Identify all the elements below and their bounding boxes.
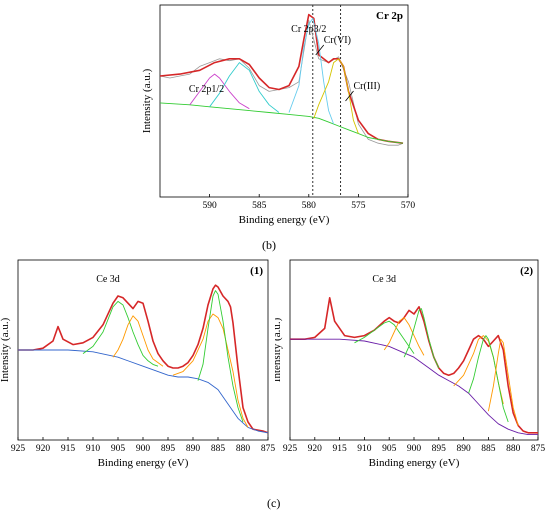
plot-frame bbox=[159, 4, 409, 198]
x-tick-label: 895 bbox=[161, 444, 176, 454]
annotation-label: Cr 2p1/2 bbox=[189, 84, 224, 95]
x-tick-label: 925 bbox=[283, 444, 298, 454]
series-line-6 bbox=[313, 58, 359, 134]
series-line-3 bbox=[112, 315, 164, 367]
x-tick-label: 920 bbox=[36, 444, 51, 454]
x-tick-label: 900 bbox=[407, 444, 422, 454]
y-axis-title: Intensity (a.u.) bbox=[141, 68, 153, 133]
series-line-7 bbox=[487, 338, 519, 426]
x-tick-label: 880 bbox=[506, 444, 521, 454]
peak-label: Ce 3d bbox=[96, 274, 120, 285]
x-tick-label: 885 bbox=[211, 444, 226, 454]
series-line-5 bbox=[288, 17, 335, 125]
series-line-3 bbox=[189, 73, 250, 110]
plot-frame bbox=[289, 259, 539, 441]
x-tick-label: 925 bbox=[11, 444, 26, 454]
panel-label-b: (b) bbox=[262, 238, 276, 252]
cr2p-chart: 590 585 580 575 570 Binding energy (eV) Intens… bbox=[141, 4, 416, 226]
series-line-0 bbox=[290, 296, 538, 434]
x-tick-label: 905 bbox=[382, 444, 397, 454]
x-tick-label: 910 bbox=[86, 444, 101, 454]
series-line-3 bbox=[383, 317, 425, 356]
x-tick-label: 575 bbox=[351, 201, 366, 211]
series-line-1 bbox=[160, 13, 404, 144]
corner-label: Cr 2p bbox=[376, 10, 403, 22]
x-tick-label: 920 bbox=[308, 444, 323, 454]
ce3d-chart-2: 925 920 915 910 905 900 895 890 885 880 875 Binding… bbox=[275, 259, 546, 469]
annotation-arrow bbox=[315, 44, 325, 56]
series-line-0 bbox=[18, 284, 268, 434]
x-tick-label: 890 bbox=[456, 444, 471, 454]
x-tick-label: 915 bbox=[61, 444, 76, 454]
x-tick-label: 890 bbox=[186, 444, 201, 454]
annotation-label: Cr(III) bbox=[354, 81, 381, 92]
annotation-arrow bbox=[345, 90, 354, 102]
series-line-4 bbox=[172, 313, 249, 428]
x-tick-label: 580 bbox=[302, 201, 317, 211]
x-tick-label: 880 bbox=[236, 444, 251, 454]
y-axis-title: Intensity (a.u.) bbox=[275, 317, 283, 382]
x-tick-label: 570 bbox=[401, 201, 416, 211]
corner-label: (1) bbox=[250, 265, 263, 277]
x-tick-label: 590 bbox=[202, 201, 217, 211]
x-axis-title: Binding energy (eV) bbox=[239, 214, 330, 226]
x-tick-label: 885 bbox=[481, 444, 496, 454]
series-line-1 bbox=[18, 349, 268, 434]
x-tick-label: 895 bbox=[432, 444, 447, 454]
series-line-6 bbox=[468, 335, 509, 423]
corner-label: (2) bbox=[520, 265, 533, 277]
x-axis-title: Binding energy (eV) bbox=[369, 457, 460, 469]
annotation-label: Cr(VI) bbox=[324, 35, 351, 46]
x-axis-title: Binding energy (eV) bbox=[98, 457, 189, 469]
x-tick-label: 910 bbox=[357, 444, 372, 454]
series-line-4 bbox=[403, 308, 440, 369]
annotation-label: Cr 2p3/2 bbox=[291, 24, 326, 35]
series-line-2 bbox=[160, 102, 404, 144]
series-line-4 bbox=[209, 62, 280, 113]
y-axis-title: Intensity (a.u.) bbox=[0, 317, 11, 382]
series-line-5 bbox=[197, 290, 244, 423]
x-tick-label: 875 bbox=[261, 444, 275, 454]
x-tick-label: 900 bbox=[136, 444, 151, 454]
x-tick-label: 905 bbox=[111, 444, 126, 454]
series-line-2 bbox=[354, 320, 415, 354]
x-tick-label: 915 bbox=[332, 444, 347, 454]
x-tick-label: 875 bbox=[531, 444, 546, 454]
series-line-1 bbox=[290, 338, 538, 436]
peak-label: Ce 3d bbox=[372, 274, 396, 285]
series-line-2 bbox=[82, 300, 159, 367]
panel-label-c: (c) bbox=[267, 496, 281, 510]
ce3d-chart-1: 925 920 915 910 905 900 895 890 885 880 875 Binding… bbox=[0, 259, 275, 469]
x-tick-label: 585 bbox=[252, 201, 267, 211]
